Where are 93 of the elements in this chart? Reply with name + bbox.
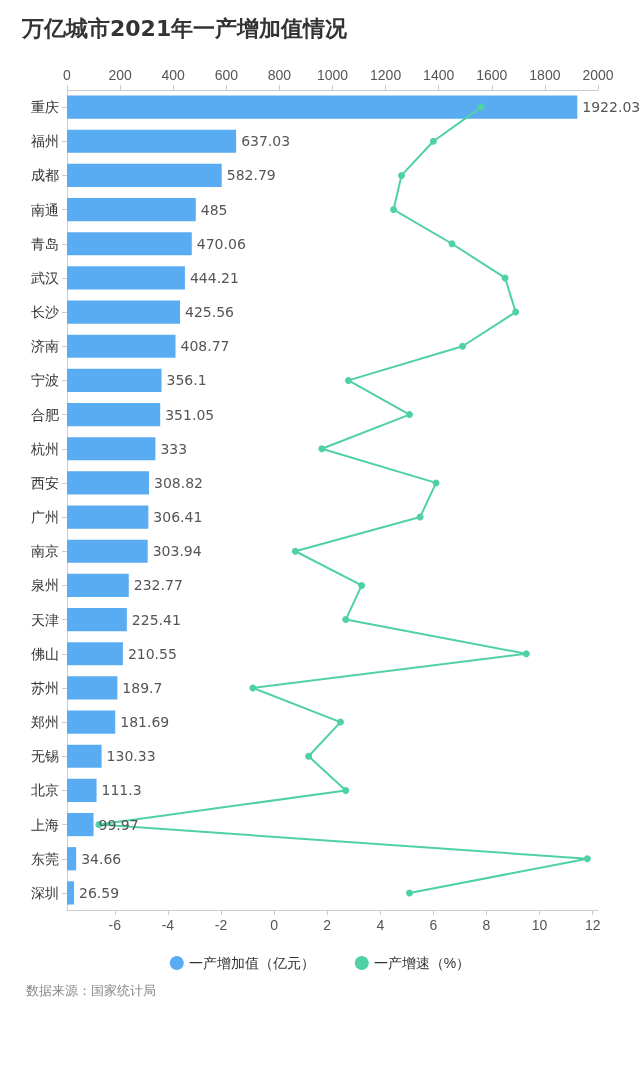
point	[459, 342, 467, 350]
y-tick-label: 宁波	[31, 372, 59, 389]
x-tick-label: 0	[270, 917, 279, 933]
y-tick-label: 天津	[31, 611, 59, 628]
point	[342, 786, 350, 794]
point	[344, 376, 352, 384]
point	[336, 718, 344, 726]
data-label: 210.55	[127, 645, 177, 662]
source-note: 数据来源：国家统计局	[26, 982, 156, 1000]
x2-tick-label: 2000	[582, 67, 614, 83]
point	[398, 171, 406, 179]
x2-tick-label: 1000	[316, 67, 349, 83]
data-label: 425.56	[184, 304, 235, 321]
data-label: 111.3	[101, 782, 142, 799]
legend-label: 一产增速（%）	[373, 955, 471, 971]
y-tick-label: 郑州	[31, 714, 59, 731]
data-label: 308.82	[153, 474, 203, 491]
y-tick-label: 泉州	[31, 577, 59, 594]
y-tick-label: 成都	[31, 167, 59, 184]
point	[249, 684, 257, 692]
point	[512, 308, 520, 316]
y-tick-label: 苏州	[31, 679, 59, 696]
data-label: 582.79	[226, 167, 276, 184]
data-label: 1922.03	[582, 99, 640, 116]
point	[406, 889, 413, 897]
data-label: 181.69	[120, 714, 170, 731]
point	[318, 445, 326, 453]
point	[390, 206, 398, 214]
y-tick-label: 上海	[31, 816, 59, 833]
x-tick-label: 8	[482, 917, 491, 933]
data-label: 34.66	[81, 850, 122, 867]
data-label: 408.77	[180, 338, 230, 355]
x-tick-label: 2	[323, 917, 332, 933]
x2-tick-label: 1400	[423, 67, 455, 83]
point	[342, 616, 350, 624]
x-tick-label: -4	[161, 917, 175, 933]
x2-tick-label: 400	[161, 67, 186, 83]
y-tick-label: 南通	[31, 201, 59, 218]
data-label: 470.06	[196, 235, 246, 252]
point	[477, 103, 485, 111]
x-tick-label: 12	[584, 917, 601, 933]
point	[291, 547, 299, 555]
x-tick-label: 4	[376, 917, 385, 933]
data-label: 444.21	[189, 269, 239, 286]
y-tick-label: 深圳	[31, 884, 59, 901]
x-tick-label: 10	[531, 917, 548, 933]
point	[583, 855, 591, 863]
data-label: 232.77	[133, 577, 183, 594]
y-tick-label: 北京	[31, 782, 59, 799]
data-label: 351.05	[165, 406, 215, 423]
legend-label: 一产增加值（亿元）	[188, 955, 315, 971]
x2-tick-label: 600	[214, 67, 239, 83]
y-tick-label: 福州	[31, 133, 59, 150]
data-label: 333	[160, 440, 188, 457]
point	[358, 581, 366, 589]
y-tick-label: 东莞	[31, 850, 59, 867]
data-label: 356.1	[166, 372, 207, 389]
y-tick-label: 广州	[31, 509, 59, 526]
data-label: 26.59	[79, 884, 120, 901]
y-tick-label: 南京	[31, 543, 59, 560]
data-label: 306.41	[153, 509, 203, 526]
x-tick-label: -2	[214, 917, 228, 933]
data-label: 485	[200, 201, 228, 218]
x2-tick-label: 1200	[370, 67, 402, 83]
point	[448, 240, 456, 248]
data-label: 130.33	[106, 748, 156, 765]
y-tick-label: 济南	[31, 338, 59, 355]
data-label: 637.03	[241, 133, 291, 150]
y-tick-label: 重庆	[31, 99, 59, 116]
data-label: 189.7	[122, 679, 163, 696]
y-tick-label: 青岛	[31, 235, 59, 252]
x2-tick-label: 1600	[476, 67, 508, 83]
y-tick-label: 长沙	[31, 304, 59, 321]
x-tick-label: -6	[108, 917, 122, 933]
point	[416, 513, 424, 521]
x2-tick-label: 200	[108, 67, 132, 83]
x2-tick-label: 800	[267, 67, 292, 83]
chart-title: 万亿城市2021年一产增加值情况	[22, 15, 348, 43]
y-tick-label: 合肥	[31, 406, 59, 423]
point	[429, 137, 437, 145]
x2-tick-label: 1800	[529, 67, 561, 83]
point	[406, 411, 413, 419]
y-tick-label: 西安	[31, 474, 59, 491]
y-tick-label: 佛山	[31, 645, 59, 662]
point	[522, 650, 530, 658]
x2-tick-label: 0	[63, 67, 72, 83]
y-tick-label: 杭州	[30, 440, 59, 457]
data-label: 303.94	[152, 543, 202, 560]
x-tick-label: 6	[429, 917, 438, 933]
y-tick-label: 无锡	[31, 748, 59, 765]
y-tick-label: 武汉	[31, 269, 59, 286]
data-label: 225.41	[131, 611, 181, 628]
point	[305, 752, 313, 760]
